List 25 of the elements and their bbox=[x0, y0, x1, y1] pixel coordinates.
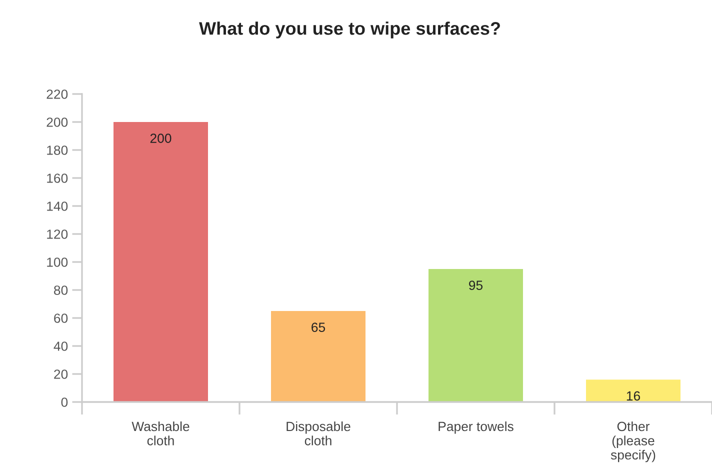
data-label: 65 bbox=[312, 322, 326, 332]
x-tick-label: Other (please specify) bbox=[610, 421, 656, 462]
y-tick-label: 200 bbox=[46, 118, 68, 127]
bar bbox=[271, 311, 366, 402]
y-tick-label: 120 bbox=[47, 230, 68, 239]
y-tick-label: 20 bbox=[54, 370, 68, 379]
y-tick-label: 0 bbox=[61, 398, 68, 407]
bar bbox=[114, 122, 208, 402]
y-tick-label: 220 bbox=[46, 90, 68, 99]
y-tick-label: 180 bbox=[47, 146, 68, 155]
x-tick-label: Washable cloth bbox=[132, 421, 190, 446]
x-tick-label: Disposable cloth bbox=[286, 421, 350, 446]
y-tick-label: 100 bbox=[47, 258, 68, 267]
y-tick-label: 160 bbox=[47, 174, 68, 183]
x-tick-label: Paper towels bbox=[438, 421, 514, 434]
bar bbox=[586, 380, 680, 402]
y-tick-label: 40 bbox=[54, 342, 68, 351]
data-label: 200 bbox=[150, 134, 172, 144]
chart-title: What do you use to wipe surfaces? bbox=[199, 22, 500, 38]
bar bbox=[428, 269, 523, 402]
y-tick-label: 80 bbox=[54, 286, 68, 295]
data-label: 16 bbox=[626, 391, 640, 401]
y-tick-label: 60 bbox=[54, 314, 68, 323]
data-label: 95 bbox=[469, 280, 483, 290]
y-tick-label: 140 bbox=[47, 202, 68, 211]
